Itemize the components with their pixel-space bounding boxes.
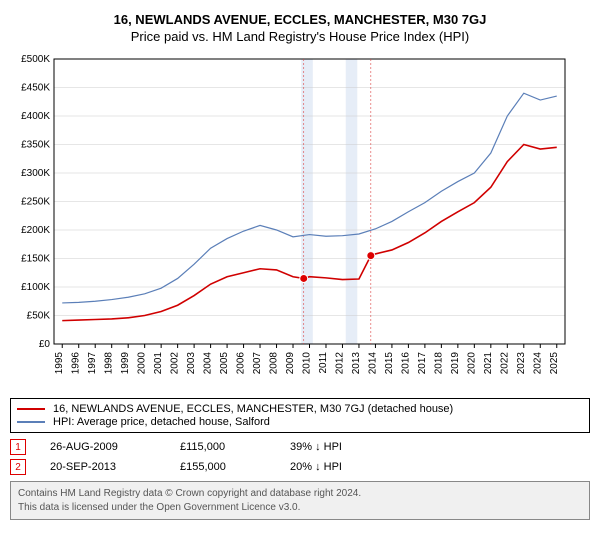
svg-text:£500K: £500K xyxy=(21,54,50,65)
svg-text:2003: 2003 xyxy=(186,352,197,375)
license-line: Contains HM Land Registry data © Crown c… xyxy=(18,487,582,501)
svg-text:1999: 1999 xyxy=(120,352,131,375)
svg-text:2018: 2018 xyxy=(433,352,444,375)
svg-text:2019: 2019 xyxy=(450,352,461,375)
svg-text:2020: 2020 xyxy=(466,352,477,375)
svg-text:2015: 2015 xyxy=(384,352,395,375)
svg-text:£350K: £350K xyxy=(21,140,50,151)
svg-text:£450K: £450K xyxy=(21,83,50,94)
svg-text:£0: £0 xyxy=(39,339,51,350)
svg-text:1997: 1997 xyxy=(87,352,98,375)
svg-text:2001: 2001 xyxy=(153,352,164,375)
svg-text:2021: 2021 xyxy=(483,352,494,375)
svg-text:£300K: £300K xyxy=(21,168,50,179)
svg-text:2008: 2008 xyxy=(269,352,280,375)
svg-text:2005: 2005 xyxy=(219,352,230,375)
svg-text:1995: 1995 xyxy=(54,352,65,375)
sale-price: £155,000 xyxy=(180,461,280,473)
svg-text:2017: 2017 xyxy=(417,352,428,375)
svg-text:2024: 2024 xyxy=(532,352,543,375)
marker-badge: 2 xyxy=(10,459,26,475)
legend: 16, NEWLANDS AVENUE, ECCLES, MANCHESTER,… xyxy=(10,398,590,433)
sales-table: 1 26-AUG-2009 £115,000 39% ↓ HPI 2 20-SE… xyxy=(10,439,590,475)
svg-text:2012: 2012 xyxy=(334,352,345,375)
chart-title-address: 16, NEWLANDS AVENUE, ECCLES, MANCHESTER,… xyxy=(10,12,590,27)
legend-swatch xyxy=(17,408,45,410)
svg-text:2023: 2023 xyxy=(516,352,527,375)
svg-text:£400K: £400K xyxy=(21,111,50,122)
svg-text:2011: 2011 xyxy=(318,352,329,374)
legend-item: 16, NEWLANDS AVENUE, ECCLES, MANCHESTER,… xyxy=(17,403,583,415)
legend-swatch xyxy=(17,421,45,423)
legend-label: HPI: Average price, detached house, Salf… xyxy=(53,416,270,428)
chart-subtitle: Price paid vs. HM Land Registry's House … xyxy=(10,29,590,44)
svg-text:2009: 2009 xyxy=(285,352,296,375)
legend-item: HPI: Average price, detached house, Salf… xyxy=(17,416,583,428)
svg-text:2013: 2013 xyxy=(351,352,362,375)
price-chart: £0 £50K £100K £150K £200K £250K £300K £350K £400… xyxy=(10,54,570,394)
svg-text:£150K: £150K xyxy=(21,254,50,265)
svg-text:2010: 2010 xyxy=(302,352,313,375)
table-row: 2 20-SEP-2013 £155,000 20% ↓ HPI xyxy=(10,459,590,475)
sale-price: £115,000 xyxy=(180,441,280,453)
svg-text:2014: 2014 xyxy=(367,352,378,375)
svg-text:£50K: £50K xyxy=(27,311,51,322)
sale-vs-hpi: 20% ↓ HPI xyxy=(290,461,400,473)
table-row: 1 26-AUG-2009 £115,000 39% ↓ HPI xyxy=(10,439,590,455)
svg-text:2006: 2006 xyxy=(236,352,247,375)
svg-text:2002: 2002 xyxy=(170,352,181,375)
svg-text:2004: 2004 xyxy=(203,352,214,375)
svg-text:1996: 1996 xyxy=(71,352,82,375)
svg-text:£250K: £250K xyxy=(21,197,50,208)
svg-text:2000: 2000 xyxy=(137,352,148,375)
sale-vs-hpi: 39% ↓ HPI xyxy=(290,441,400,453)
sale-date: 20-SEP-2013 xyxy=(50,461,170,473)
license-notice: Contains HM Land Registry data © Crown c… xyxy=(10,481,590,520)
svg-text:2007: 2007 xyxy=(252,352,263,375)
legend-label: 16, NEWLANDS AVENUE, ECCLES, MANCHESTER,… xyxy=(53,403,453,415)
svg-text:2016: 2016 xyxy=(400,352,411,375)
svg-text:£200K: £200K xyxy=(21,225,50,236)
marker-badge: 1 xyxy=(10,439,26,455)
svg-text:1998: 1998 xyxy=(104,352,115,375)
svg-text:£100K: £100K xyxy=(21,282,50,293)
license-line: This data is licensed under the Open Gov… xyxy=(18,501,582,515)
svg-text:2022: 2022 xyxy=(499,352,510,375)
svg-text:2025: 2025 xyxy=(549,352,560,375)
sale-date: 26-AUG-2009 xyxy=(50,441,170,453)
